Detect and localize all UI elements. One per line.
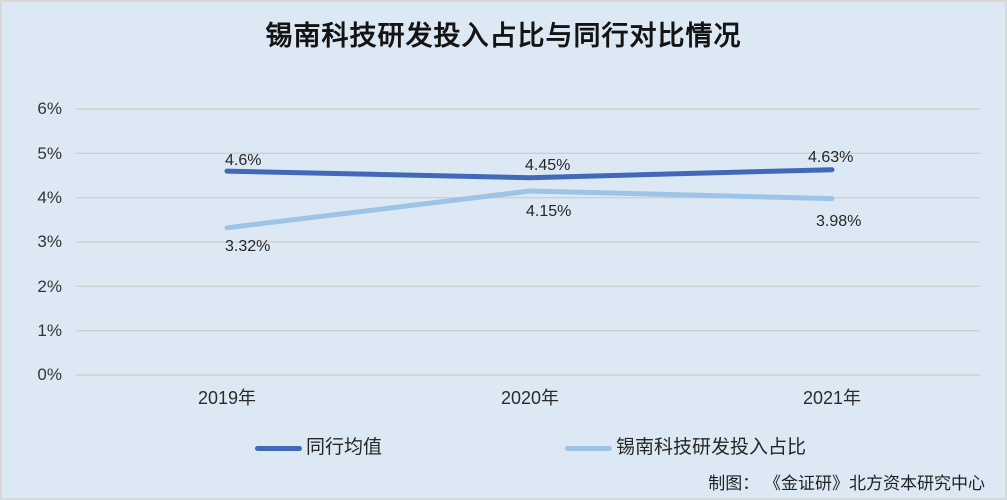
legend-swatch-peer-average	[255, 445, 302, 451]
attribution-text: 制图： 《金证研》北方资本研究中心	[708, 474, 985, 493]
legend-swatch-xinan-rd-ratio	[565, 445, 612, 451]
data-label-peer-2021: 4.63%	[808, 149, 854, 166]
y-tick-label: 5%	[37, 144, 62, 163]
y-tick-label: 4%	[37, 188, 62, 207]
data-label-xinan-2020: 4.15%	[526, 203, 572, 220]
data-label-peer-2019: 4.6%	[225, 152, 262, 169]
x-category-label: 2019年	[197, 388, 257, 408]
legend-item-peer-average: 同行均值	[255, 437, 382, 459]
x-category-label: 2021年	[802, 388, 862, 408]
y-tick-label: 3%	[37, 232, 62, 251]
x-category-label: 2020年	[500, 388, 560, 408]
y-tick-label: 6%	[37, 99, 62, 118]
legend-item-xinan-rd-ratio: 锡南科技研发投入占比	[565, 437, 806, 459]
legend-label-peer-average: 同行均值	[306, 437, 383, 458]
chart-title: 锡南科技研发投入占比与同行对比情况	[265, 21, 742, 51]
y-tick-label: 0%	[37, 365, 62, 384]
y-tick-label: 2%	[37, 277, 62, 296]
data-label-xinan-2019: 3.32%	[225, 238, 271, 255]
legend-label-xinan-rd-ratio: 锡南科技研发投入占比	[616, 437, 807, 458]
data-label-peer-2020: 4.45%	[525, 157, 571, 174]
data-label-xinan-2021: 3.98%	[816, 213, 862, 230]
y-tick-label: 1%	[37, 321, 62, 340]
